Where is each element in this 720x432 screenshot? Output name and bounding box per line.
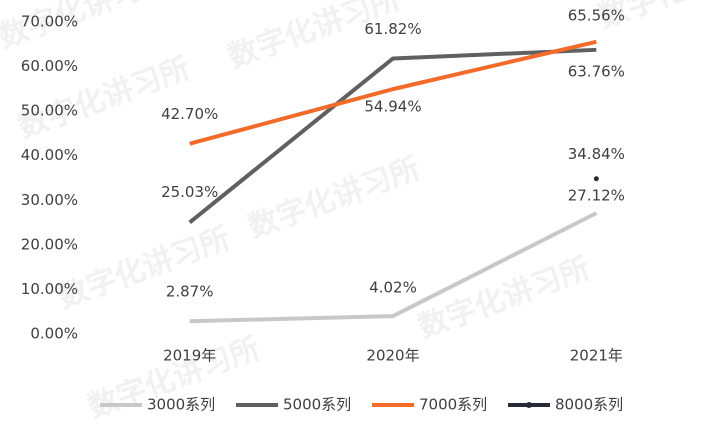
y-tick-label: 60.00% (21, 57, 78, 75)
legend-marker (526, 402, 532, 408)
y-tick-label: 10.00% (21, 280, 78, 298)
data-label: 4.02% (369, 279, 417, 297)
data-label: 2.87% (166, 283, 214, 301)
legend-label: 3000系列 (147, 396, 215, 414)
x-tick-label: 2020年 (366, 347, 419, 365)
x-tick-label: 2021年 (570, 347, 623, 365)
data-label: 27.12% (568, 187, 625, 205)
y-tick-label: 30.00% (21, 191, 78, 209)
data-label: 63.76% (568, 62, 625, 80)
x-tick-label: 2019年 (163, 347, 216, 365)
data-label: 65.56% (568, 6, 625, 24)
y-tick-label: 50.00% (21, 102, 78, 120)
legend-label: 5000系列 (283, 396, 351, 414)
y-tick-label: 70.00% (21, 13, 78, 31)
line (188, 47, 597, 224)
y-tick-label: 40.00% (21, 146, 78, 164)
line (189, 211, 598, 324)
legend-label: 8000系列 (555, 396, 623, 414)
point (593, 176, 599, 182)
watermark: 数字化讲习所 (54, 221, 235, 315)
y-tick-label: 20.00% (21, 235, 78, 253)
watermark: 数字化讲习所 (244, 151, 425, 245)
data-label: 54.94% (364, 98, 421, 116)
legend-label: 7000系列 (419, 396, 487, 414)
data-label: 34.84% (568, 145, 625, 163)
watermark: 数字化讲习所 (414, 251, 595, 345)
data-label: 42.70% (161, 105, 218, 123)
data-label: 25.03% (161, 183, 218, 201)
data-label: 61.82% (364, 20, 421, 38)
y-tick-label: 0.00% (30, 325, 78, 343)
line (189, 39, 597, 146)
